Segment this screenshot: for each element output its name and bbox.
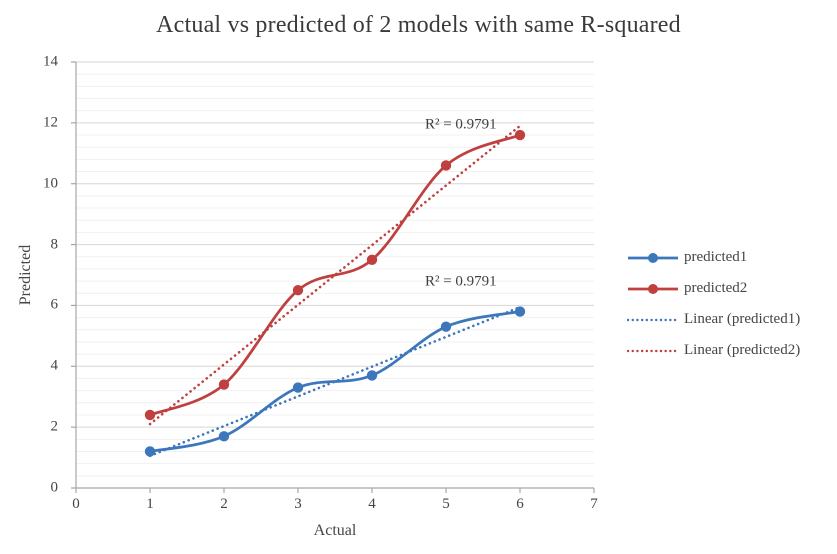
x-tick-label-1: 1	[146, 496, 154, 512]
marker-predicted1-x3	[292, 382, 304, 393]
r2-annotation-predicted2: R² = 0.9791	[424, 116, 497, 133]
x-tick-label-7: 7	[590, 496, 598, 512]
legend-label: predicted1	[684, 249, 748, 265]
y-tick-label-14: 14	[43, 53, 58, 70]
legend-item-predicted1: predicted1	[627, 249, 800, 266]
legend-line-marker-sample	[628, 252, 678, 263]
y-tick-label-12: 12	[43, 114, 58, 131]
trendline-predicted2	[148, 124, 522, 426]
legend-dotted-line-sample	[627, 318, 679, 321]
marker-predicted1-x6	[514, 306, 526, 317]
y-tick-label-4: 4	[50, 357, 59, 374]
r2-annotation-predicted1: R² = 0.9791	[424, 273, 497, 290]
x-tick-label-4: 4	[368, 496, 376, 512]
marker-predicted2-x1	[144, 409, 156, 421]
y-tick-label-2: 2	[50, 418, 59, 435]
y-tick-label-6: 6	[50, 296, 59, 313]
x-axis-title: Actual	[313, 522, 357, 539]
chart-title: Actual vs predicted of 2 models with sam…	[156, 12, 681, 38]
marker-predicted2-x2	[218, 379, 230, 390]
legend-line-marker-sample	[628, 283, 678, 294]
y-tick-label-10: 10	[43, 175, 58, 192]
y-tick-label-8: 8	[50, 236, 59, 253]
legend-item-linear-predicted2-: Linear (predicted2)	[627, 342, 800, 359]
marker-predicted2-x6	[514, 129, 526, 141]
x-tick-label-6: 6	[516, 496, 524, 512]
x-tick-label-5: 5	[442, 496, 450, 512]
legend-item-linear-predicted1-: Linear (predicted1)	[627, 311, 800, 328]
marker-predicted2-x4	[366, 254, 378, 265]
marker-predicted1-x1	[144, 446, 156, 457]
legend-label: Linear (predicted1)	[684, 311, 801, 327]
marker-predicted1-x4	[366, 370, 378, 381]
trendline-predicted1	[148, 305, 522, 458]
x-tick-label-2: 2	[220, 496, 228, 512]
marker-predicted1-x2	[218, 431, 230, 442]
x-tick-label-0: 0	[72, 496, 80, 512]
legend: predicted1 predicted2 Linear (predicted1) L…	[627, 249, 800, 359]
marker-predicted2-x5	[440, 160, 452, 171]
legend-label: predicted2	[684, 280, 748, 296]
y-tick-label-0: 0	[50, 479, 59, 496]
x-tick-label-3: 3	[294, 496, 302, 512]
marker-predicted1-x5	[440, 321, 452, 332]
legend-label: Linear (predicted2)	[684, 342, 801, 358]
legend-dotted-line-sample	[627, 349, 679, 352]
legend-item-predicted2: predicted2	[627, 280, 800, 297]
marker-predicted2-x3	[292, 285, 304, 296]
series-line-predicted1	[148, 310, 522, 453]
